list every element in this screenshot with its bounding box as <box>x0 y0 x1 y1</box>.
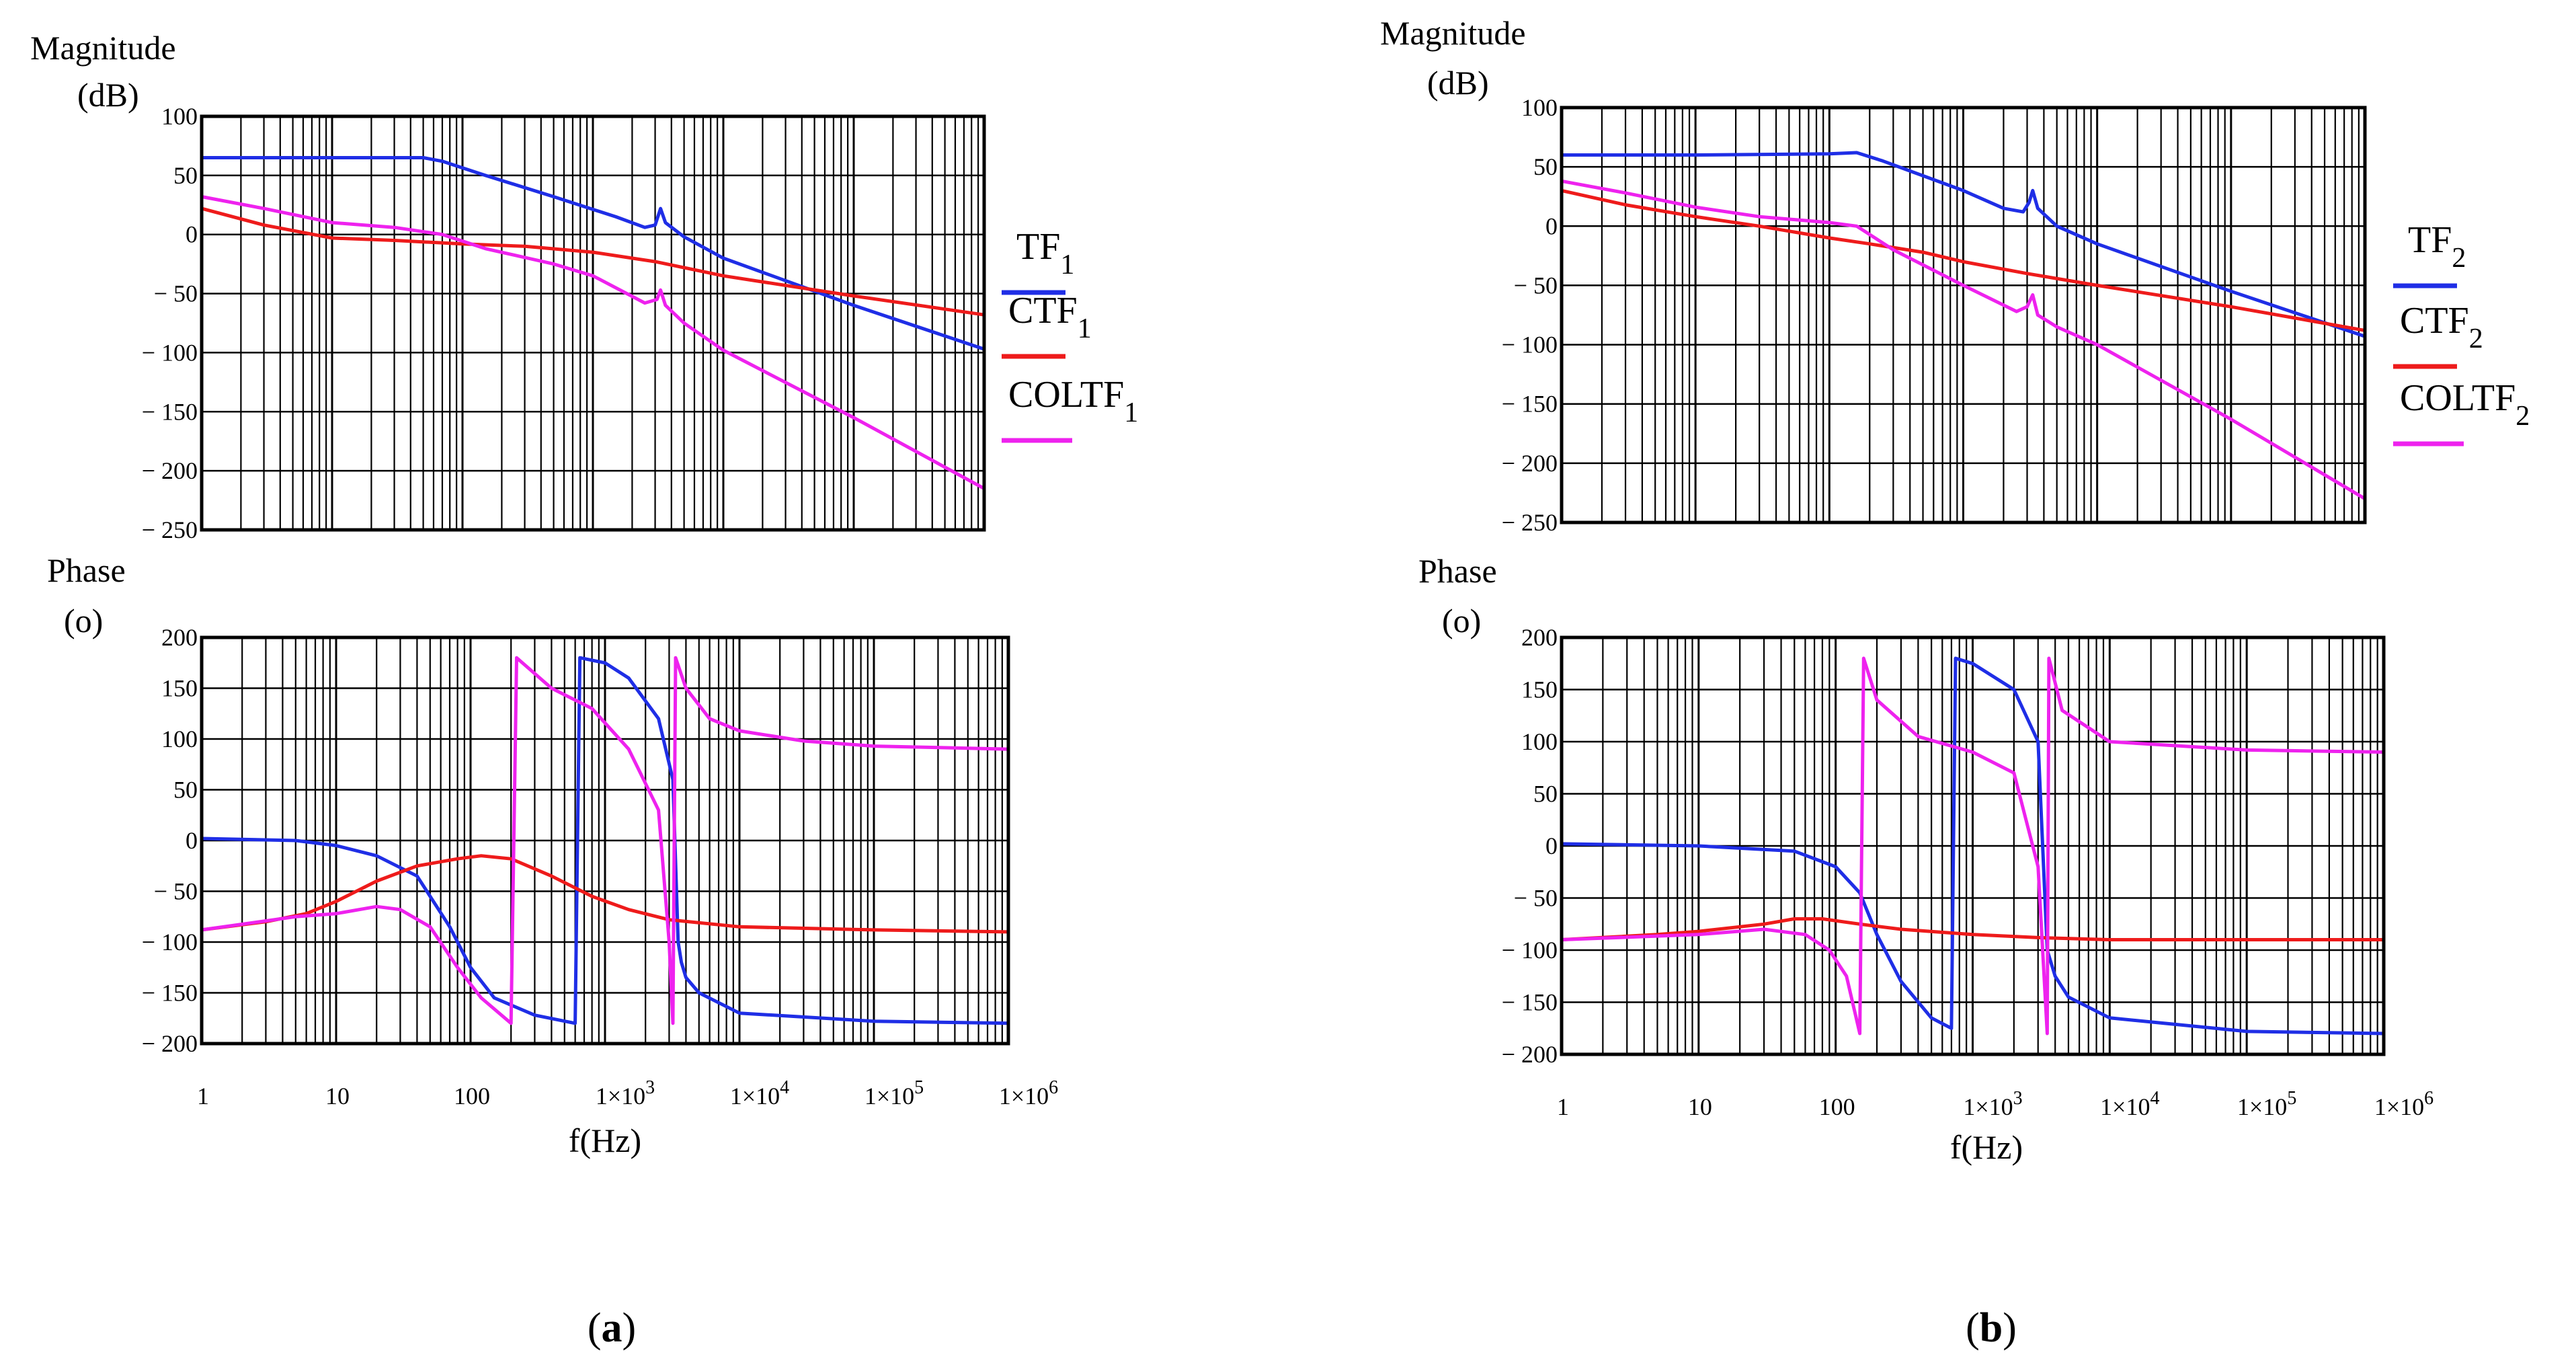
y-tick-label: − 50 <box>1514 885 1558 912</box>
magnitude-label-b: Magnitude <box>1380 14 1526 52</box>
y-tick-label: 0 <box>186 827 198 854</box>
phase-unit-b: (o) <box>1442 602 1481 639</box>
x-tick-label: 1×104 <box>2100 1088 2159 1120</box>
y-tick-label: − 50 <box>154 878 198 905</box>
x-tick-label: 1×103 <box>596 1077 655 1109</box>
y-tick-label: − 150 <box>1502 391 1558 418</box>
caption-b: (b) <box>1966 1305 2017 1351</box>
x-label-b: f(Hz) <box>1950 1128 2023 1166</box>
series-CTF1 <box>201 206 985 317</box>
x-tick-label: 10 <box>325 1083 350 1109</box>
x-tick-label: 1×106 <box>2374 1088 2433 1120</box>
series-TF1 <box>202 156 985 351</box>
y-tick-label: − 100 <box>1502 332 1558 358</box>
panel-b: Magnitude (dB) Phase (o) f(Hz) (b) <box>1380 14 2023 1351</box>
y-tick-label: 0 <box>1545 212 1558 239</box>
caption-a: (a) <box>588 1305 636 1351</box>
legend-a: TF1 CTF1 COLTF1 <box>1002 226 1138 443</box>
series-COLTF2 <box>1561 179 2366 500</box>
y-tick-label: − 250 <box>142 516 198 543</box>
y-tick-label: 0 <box>186 221 198 248</box>
legend-label: CTF2 <box>2400 300 2483 354</box>
x-tick-label: 1×105 <box>2237 1088 2296 1120</box>
y-tick-label: 200 <box>161 624 198 651</box>
x-label-a: f(Hz) <box>569 1122 641 1159</box>
x-tick-label: 100 <box>1819 1093 1855 1120</box>
legend-label: COLTF1 <box>1008 374 1138 428</box>
y-tick-label: 50 <box>1533 781 1558 808</box>
plot-frame <box>200 635 1010 1046</box>
y-tick-label: 100 <box>1521 728 1558 755</box>
plot-frame <box>1560 106 2367 524</box>
plot-3: 100 50 0 − 50 − 100 − 150 − 200 − 250 <box>1502 94 2367 536</box>
x-tick-label: 1 <box>197 1083 209 1109</box>
plot-1: 100 50 0 − 50 − 100 − 150 − 200 − 250 <box>142 103 986 543</box>
y-tick-label: 200 <box>1521 624 1558 651</box>
y-tick-label: − 100 <box>1502 937 1558 964</box>
series-TF1 <box>201 656 1009 1025</box>
series-COLTF2 <box>1561 656 2384 1036</box>
y-tick-label: 100 <box>1521 94 1558 121</box>
y-tick-label: 50 <box>173 162 198 189</box>
magnitude-unit-b: (dB) <box>1427 64 1489 102</box>
x-tick-label: 1×103 <box>1963 1088 2022 1120</box>
y-tick-label: − 50 <box>154 280 198 307</box>
magnitude-unit-a: (dB) <box>77 76 139 114</box>
plot-4: 200 150 100 50 0 − 50 − 100 − 150 − 200 1 10 100 1×1… <box>1502 624 2433 1120</box>
x-tick-label: 1×104 <box>730 1077 789 1109</box>
y-tick-label: − 200 <box>1502 450 1558 477</box>
x-tick-label: 100 <box>454 1083 490 1109</box>
y-tick-label: 150 <box>1521 676 1558 703</box>
y-tick-label: − 150 <box>142 980 198 1007</box>
y-tick-label: 150 <box>161 675 198 702</box>
legend-label: CTF1 <box>1008 290 1092 344</box>
magnitude-label-a: Magnitude <box>30 29 176 67</box>
x-tick-label: 1×106 <box>999 1077 1058 1109</box>
phase-label-b: Phase <box>1418 552 1497 590</box>
y-tick-label: − 100 <box>142 339 198 366</box>
y-tick-label: 100 <box>161 103 198 130</box>
legend-label: COLTF2 <box>2400 377 2530 432</box>
series-CTF2 <box>1561 917 2384 941</box>
y-tick-label: − 250 <box>1502 509 1558 536</box>
y-tick-label: − 200 <box>142 457 198 484</box>
y-tick-label: − 150 <box>142 398 198 425</box>
series-TF2 <box>1561 656 2384 1036</box>
y-tick-label: 100 <box>161 726 198 752</box>
plot-2: 200 150 100 50 0 − 50 − 100 − 150 − 200 1 10 100 1×1… <box>142 624 1058 1109</box>
x-tick-label: 10 <box>1688 1093 1712 1120</box>
series-CTF1 <box>201 854 1009 934</box>
x-tick-label: 1 <box>1557 1093 1569 1120</box>
y-tick-label: − 200 <box>142 1030 198 1057</box>
legend-label: TF2 <box>2408 219 2466 274</box>
y-tick-label: − 50 <box>1514 272 1558 299</box>
phase-unit-a: (o) <box>64 602 103 639</box>
x-tick-label: 1×105 <box>864 1077 924 1109</box>
y-tick-label: − 150 <box>1502 989 1558 1016</box>
y-tick-label: 0 <box>1545 832 1558 859</box>
y-tick-label: 50 <box>173 777 198 804</box>
plot-frame <box>200 114 986 532</box>
legend-b: TF2 CTF2 COLTF2 <box>2393 219 2530 446</box>
series-CTF2 <box>1561 188 2366 332</box>
y-tick-label: 50 <box>1533 153 1558 180</box>
series-COLTF1 <box>201 656 1009 1025</box>
y-tick-label: − 100 <box>142 929 198 956</box>
phase-label-a: Phase <box>47 551 126 589</box>
series-COLTF1 <box>201 195 985 490</box>
plot-frame <box>1560 635 2386 1056</box>
y-tick-label: − 200 <box>1502 1041 1558 1068</box>
legend-label: TF1 <box>1016 226 1074 280</box>
series-TF2 <box>1562 151 2366 338</box>
panel-a: Magnitude (dB) Phase (o) f(Hz) (a) <box>30 29 641 1351</box>
